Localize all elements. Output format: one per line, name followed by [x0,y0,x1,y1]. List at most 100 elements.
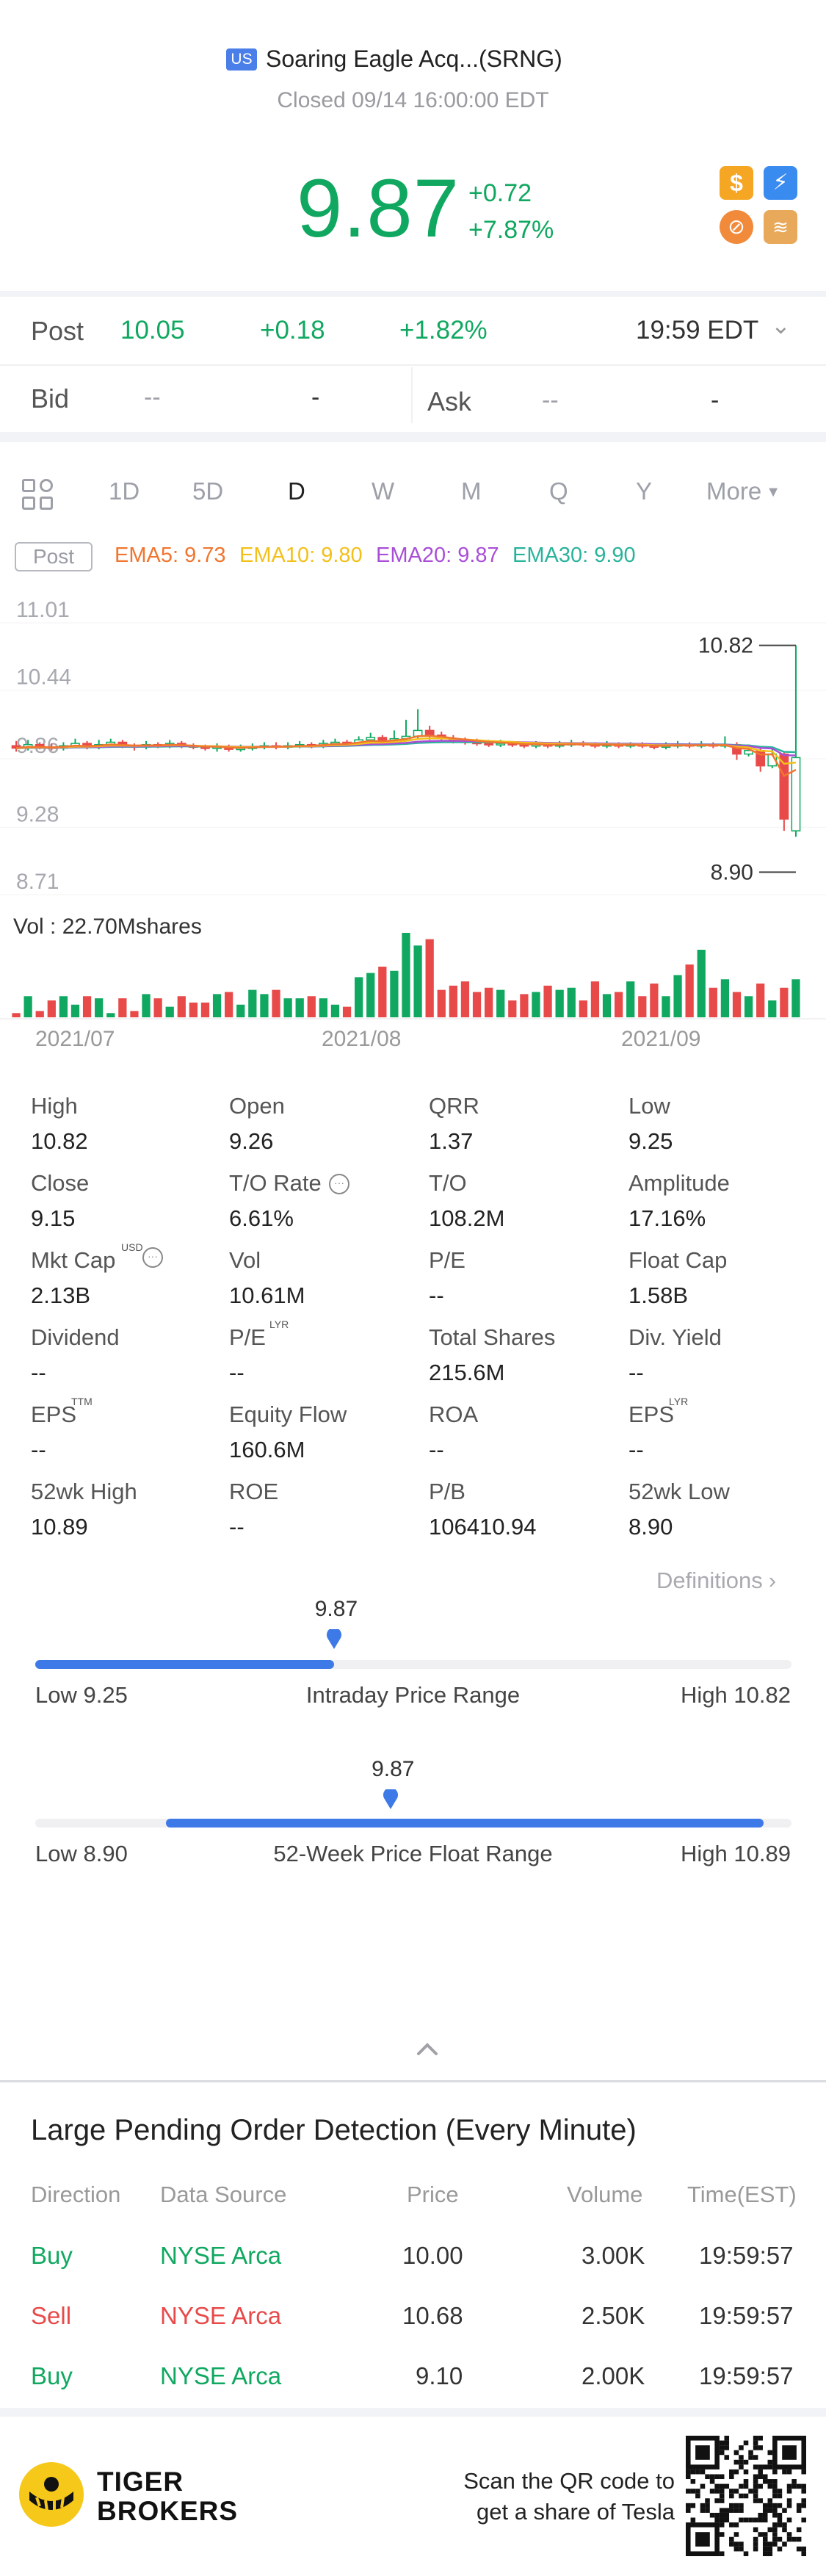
stat-label: T/O [429,1170,467,1196]
volume-bar [366,973,375,1017]
tab-5d[interactable]: 5D [192,477,224,505]
volume-bar [342,1006,352,1017]
ema20-label: EMA20: 9.87 [376,544,499,567]
stat-label: T/O Rate [229,1170,322,1196]
volume-bar [402,933,410,1017]
y-tick-label: 11.01 [16,598,70,622]
education-icon[interactable]: ≋ [764,210,797,244]
chevron-right-icon: › [768,1567,777,1593]
stat-label: Close [31,1170,90,1196]
price-change: +0.72 [468,179,532,207]
stat-label: Low [628,1093,670,1119]
ema30-label: EMA30: 9.90 [512,544,636,567]
post-time[interactable]: 19:59 EDT [636,316,759,344]
ask-value: -- [542,386,559,414]
stat-value: 9.26 [229,1128,274,1154]
ema5-label: EMA5: 9.73 [115,544,226,567]
volume-bar [106,1013,115,1017]
info-icon[interactable]: ··· [329,1174,349,1194]
stat-superscript: TTM [71,1396,93,1407]
stat-label: Float Cap [628,1247,728,1273]
week52-low: Low 8.90 [35,1841,128,1866]
volume-bar [697,950,706,1017]
volume-bar [614,992,623,1017]
dollar-icon[interactable]: $ [720,166,753,200]
volume-bar [165,1006,174,1017]
qr-caption: get a share of Tesla [477,2499,675,2525]
row-price: 10.00 [402,2242,463,2269]
tab-more[interactable]: More ▼ [706,477,780,505]
volume-bar [236,1004,245,1017]
chevron-up-icon[interactable] [413,2038,442,2060]
tab-y[interactable]: Y [636,477,653,505]
stat-label: P/B [429,1479,465,1504]
volume-bar [472,992,482,1017]
bid-label: Bid [31,383,70,414]
volume-bar [508,1000,517,1017]
volume-bar [177,996,186,1017]
ema20-line [16,740,796,757]
stat-value: 10.82 [31,1128,88,1154]
col-time: Time(EST) [687,2182,797,2207]
qr-caption: Scan the QR code to [463,2468,675,2494]
volume-bar [744,996,753,1017]
tab-d[interactable]: D [288,477,305,505]
row-time: 19:59:57 [699,2362,794,2389]
post-change: +0.18 [260,316,325,344]
volume-bar [212,994,222,1017]
volume-bar [791,979,800,1017]
volume-bar [638,996,647,1017]
orders-title: Large Pending Order Detection (Every Min… [31,2114,637,2146]
qr-code-icon[interactable] [686,2436,806,2556]
stat-value: 108.2M [429,1205,505,1231]
bid-value: -- [144,383,161,411]
stock-title[interactable]: Soaring Eagle Acq...(SRNG) [266,46,562,72]
bid-size: - [311,383,320,411]
stat-value: 2.13B [31,1282,91,1308]
stat-label: Dividend [31,1324,120,1350]
volume-bar [720,979,730,1017]
row-time: 19:59:57 [699,2242,794,2269]
volume-bar [685,964,694,1017]
volume-bar [555,989,564,1017]
location-pin-icon [326,1627,342,1650]
chevron-down-icon[interactable]: ⌄ [771,312,791,339]
stat-label: QRR [429,1093,479,1119]
stat-value: 10.61M [229,1282,305,1308]
row-time: 19:59:57 [699,2302,794,2329]
x-tick-label: 2021/07 [35,1027,115,1051]
tab-1d[interactable]: 1D [109,477,140,505]
candle [424,729,435,736]
volume-bar [543,985,552,1017]
col-direction: Direction [31,2182,121,2207]
intraday-marker-value: 9.87 [314,1597,358,1621]
x-tick-label: 2021/08 [322,1027,402,1051]
info-icon[interactable]: ··· [142,1247,163,1268]
stat-label: ROE [229,1479,279,1504]
row-direction: Buy [31,2362,73,2389]
stat-label: Open [229,1093,285,1119]
volume-bar [425,939,434,1017]
flash-icon[interactable]: ⚡ [764,166,797,200]
volume-bar [355,977,363,1017]
week52-title: 52-Week Price Float Range [273,1841,553,1866]
volume-bar [413,945,422,1017]
volume-bar [248,989,257,1017]
chart-layout-icon[interactable] [22,479,54,511]
tab-w[interactable]: W [372,477,395,505]
volume-bar [330,1004,340,1017]
tab-m[interactable]: M [461,477,482,505]
no-margin-icon[interactable]: ⊘ [720,210,753,244]
post-toggle[interactable]: Post [15,542,93,571]
stat-value: 17.16% [628,1205,706,1231]
ema5-line [15,735,797,778]
stat-value: 10.89 [31,1514,88,1540]
row-volume: 2.00K [582,2362,645,2389]
definitions-link[interactable]: Definitions › [656,1567,776,1594]
tab-q[interactable]: Q [549,477,568,505]
volume-bar [732,992,742,1017]
stat-label: P/E [429,1247,465,1273]
volume-bar [437,989,446,1017]
volume-bar [260,994,269,1017]
